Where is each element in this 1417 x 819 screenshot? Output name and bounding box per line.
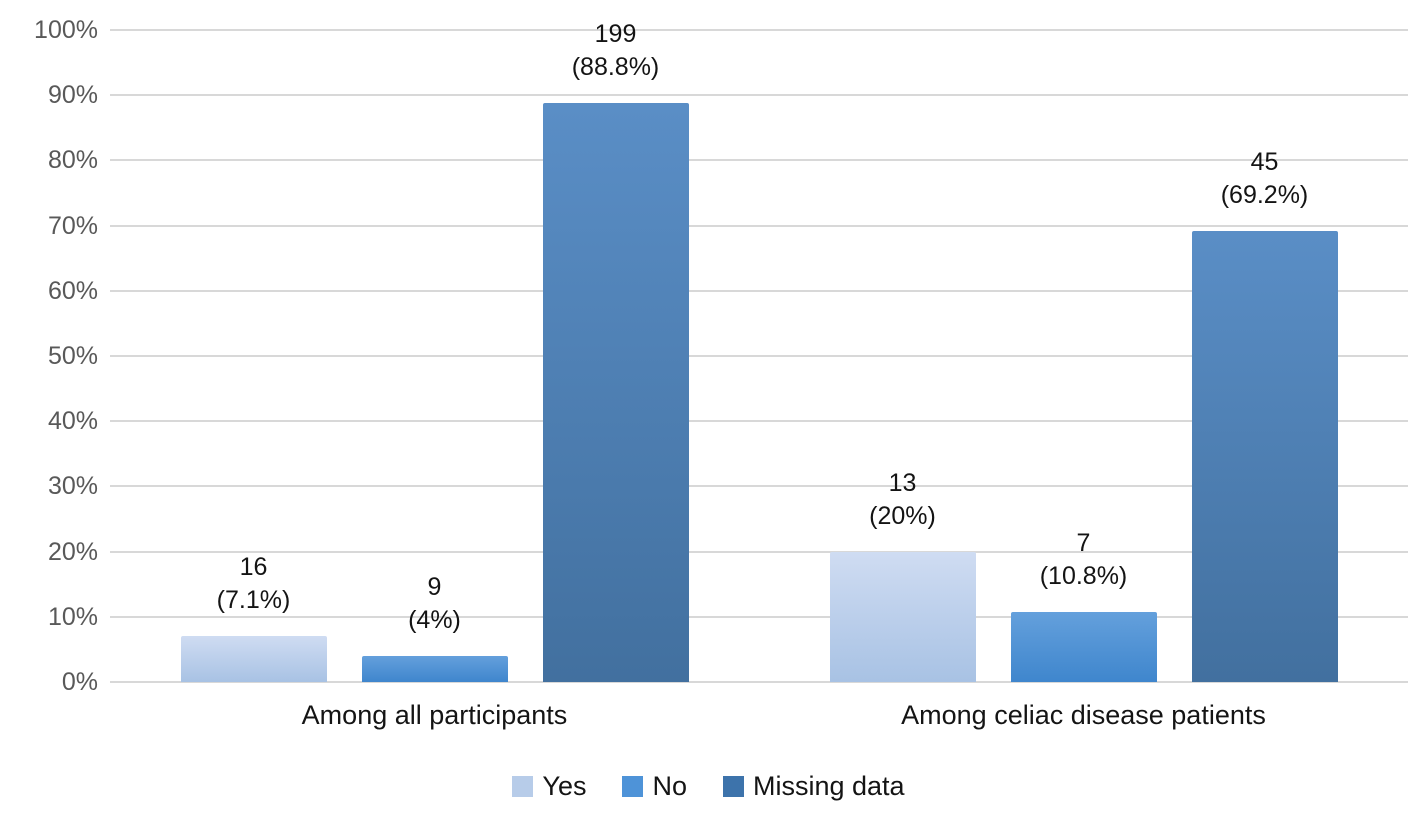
bar-data-label: 45 (69.2%) xyxy=(1155,146,1375,212)
bar-missing-data xyxy=(1191,231,1338,682)
bar-yes xyxy=(829,552,976,682)
legend-swatch xyxy=(622,776,644,797)
legend-swatch xyxy=(512,776,534,797)
category-label: Among celiac disease patients xyxy=(901,700,1266,730)
bar-no xyxy=(1010,612,1157,682)
bar-count: 7 xyxy=(1076,529,1091,557)
legend-label: No xyxy=(652,771,687,801)
bar-count: 16 xyxy=(239,553,268,581)
bar-missing-data xyxy=(542,103,689,682)
bar-data-label: 16 (7.1%) xyxy=(144,551,364,617)
bar-count: 9 xyxy=(427,573,442,601)
y-tick-label: 100% xyxy=(34,16,98,44)
legend-item-no: No xyxy=(622,771,687,802)
bar-data-label: 199 (88.8%) xyxy=(506,18,726,84)
gridline xyxy=(110,159,1408,162)
y-tick-label: 90% xyxy=(47,81,98,110)
gridline xyxy=(110,550,1408,553)
gridline xyxy=(110,420,1408,423)
gridline xyxy=(110,29,1408,31)
bar-count: 199 xyxy=(594,20,637,48)
bar-data-label: 9 (4%) xyxy=(325,571,545,637)
gridline xyxy=(110,681,1408,683)
legend-label: Yes xyxy=(542,771,587,801)
gridline xyxy=(110,355,1408,357)
bar-count: 13 xyxy=(888,469,917,497)
bar-data-label: 7 (10.8%) xyxy=(974,527,1194,593)
gridline xyxy=(110,94,1408,97)
bar-percent: (20%) xyxy=(869,502,936,530)
bar-percent: (4%) xyxy=(408,606,461,634)
y-tick-label: 0% xyxy=(61,668,98,696)
bar-count: 45 xyxy=(1250,148,1279,176)
legend-item-yes: Yes xyxy=(512,771,586,802)
gridline xyxy=(110,485,1408,488)
bar-percent: (69.2%) xyxy=(1220,181,1309,209)
y-tick-label: 40% xyxy=(47,407,98,436)
bar-yes xyxy=(180,636,327,682)
bar-percent: (88.8%) xyxy=(571,53,660,81)
y-tick-label: 10% xyxy=(47,602,98,631)
legend-label: Missing data xyxy=(752,771,905,801)
legend-item-missing-data: Missing data xyxy=(722,771,905,802)
y-tick-label: 20% xyxy=(47,537,98,566)
gridline xyxy=(110,615,1408,618)
category-label: Among all participants xyxy=(301,700,568,730)
y-tick-label: 70% xyxy=(47,211,98,240)
y-tick-label: 30% xyxy=(47,472,98,501)
y-tick-label: 80% xyxy=(47,146,98,175)
bar-percent: (10.8%) xyxy=(1039,562,1128,590)
gridline xyxy=(110,289,1408,292)
bar-no xyxy=(361,656,508,682)
legend-swatch xyxy=(722,776,744,797)
legend: Yes No Missing data xyxy=(0,771,1417,802)
y-tick-label: 60% xyxy=(47,276,98,305)
y-tick-label: 50% xyxy=(47,342,98,370)
bar-data-label: 13 (20%) xyxy=(793,467,1013,533)
gridline xyxy=(110,224,1408,227)
bar-percent: (7.1%) xyxy=(216,586,291,614)
